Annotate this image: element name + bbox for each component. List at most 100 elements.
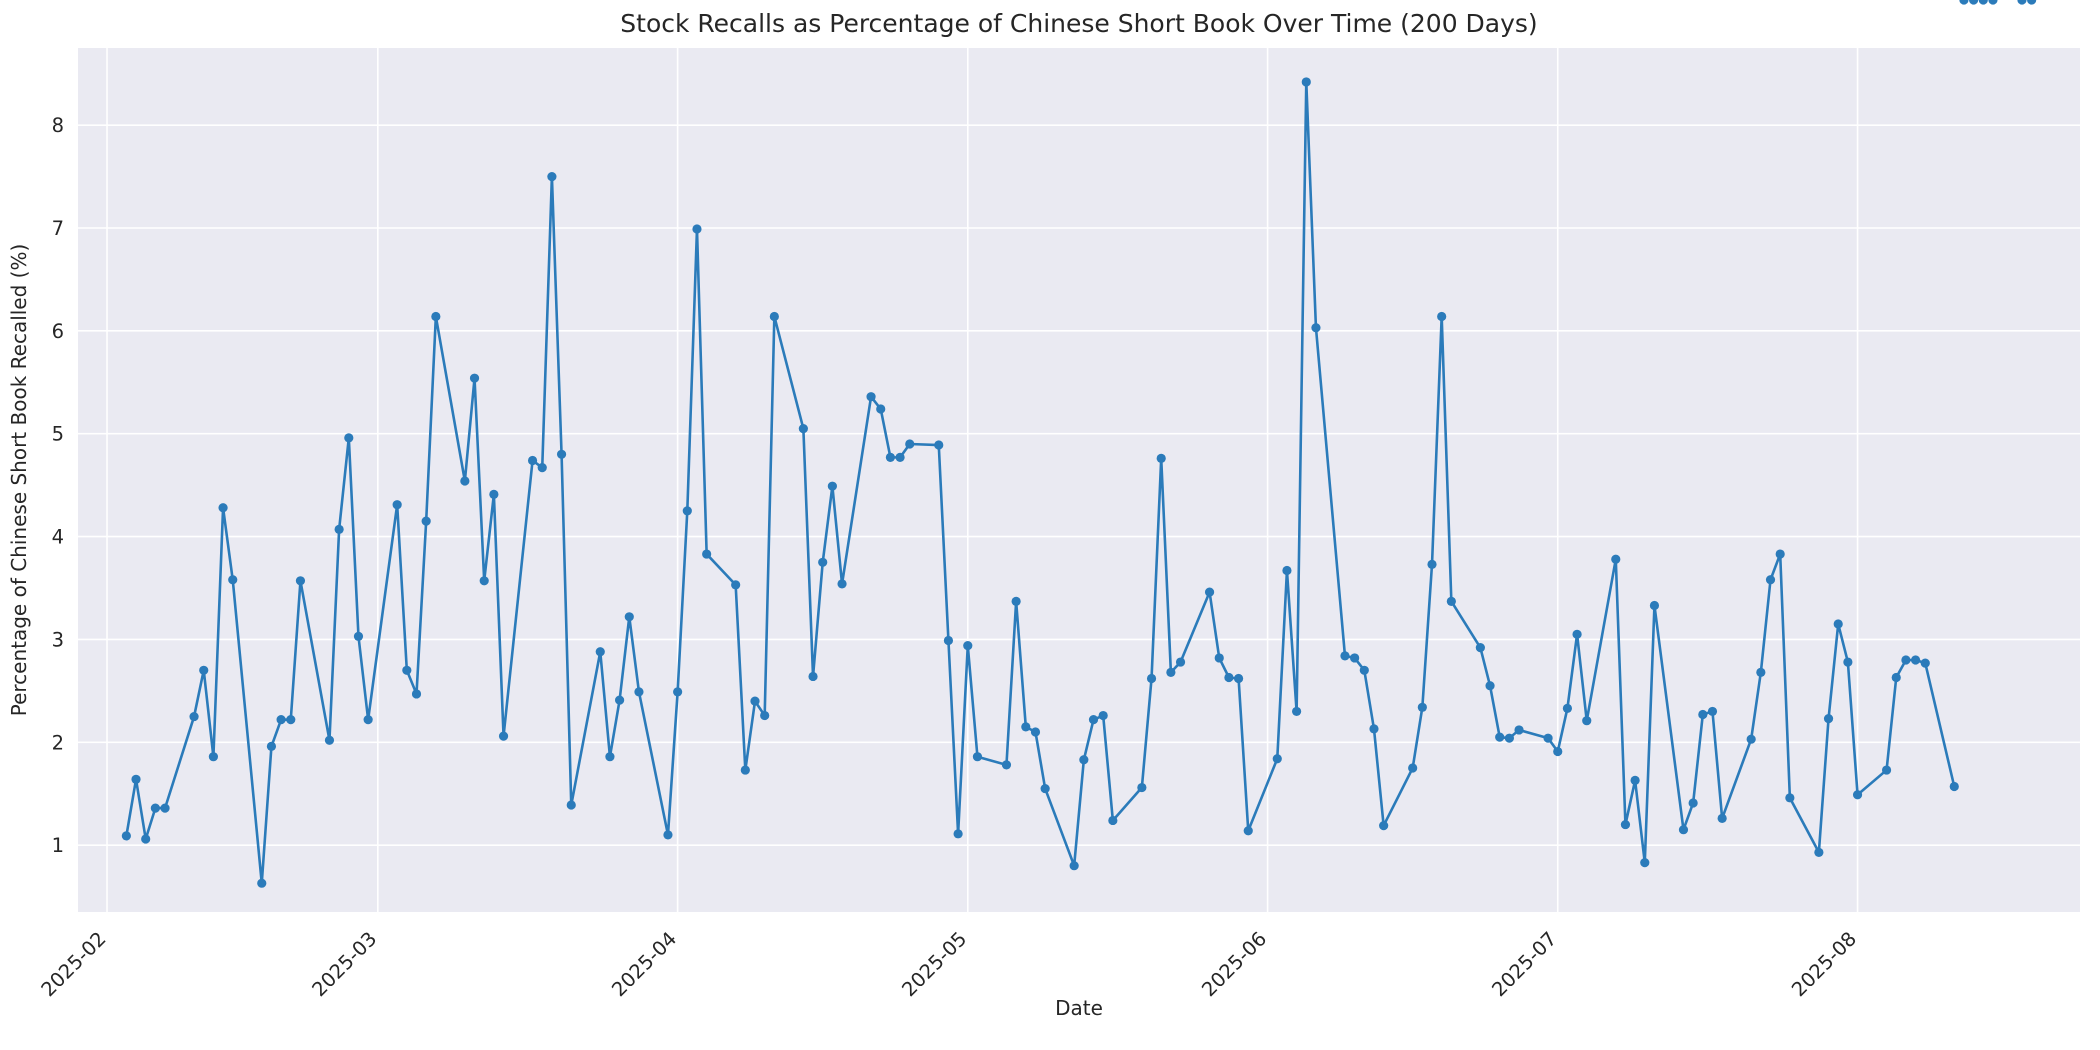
data-point	[1243, 826, 1253, 836]
data-point	[1079, 755, 1089, 765]
data-point	[1340, 651, 1350, 661]
data-point	[392, 500, 402, 510]
data-point	[1572, 629, 1582, 639]
data-point	[1446, 596, 1456, 606]
x-tick-label: 2025-03	[307, 927, 381, 1001]
data-point	[556, 449, 567, 459]
data-point	[1030, 727, 1041, 737]
data-point	[1814, 847, 1824, 857]
data-point	[1495, 732, 1505, 742]
data-point	[1543, 733, 1553, 743]
data-point	[1098, 710, 1108, 721]
data-point	[1620, 819, 1631, 830]
data-point	[1292, 706, 1302, 717]
data-point	[286, 715, 296, 725]
data-point	[1417, 702, 1427, 712]
data-point	[1630, 775, 1640, 785]
data-point	[1040, 783, 1050, 794]
data-point	[276, 715, 286, 725]
recall-percentage-line	[125, 80, 1956, 885]
data-point	[344, 433, 354, 443]
data-point	[692, 224, 702, 234]
data-point	[421, 516, 431, 526]
data-point	[972, 752, 983, 762]
x-axis-label: Date	[1055, 996, 1103, 1020]
data-point	[131, 774, 141, 784]
data-point	[905, 439, 915, 449]
y-tick-label: 5	[52, 423, 64, 446]
data-point	[1011, 596, 1021, 606]
data-point	[141, 834, 151, 844]
data-point	[1949, 781, 1959, 792]
data-point	[189, 711, 199, 722]
data-point	[150, 803, 160, 813]
data-point	[1717, 813, 1727, 824]
data-point	[1765, 575, 1776, 585]
y-tick-label: 1	[52, 834, 64, 857]
y-tick-label: 6	[52, 320, 64, 343]
data-point	[1214, 653, 1224, 663]
data-point	[1649, 600, 1660, 611]
data-point	[1069, 861, 1079, 871]
data-point	[353, 631, 364, 641]
chart-title: Stock Recalls as Percentage of Chinese S…	[620, 9, 1537, 38]
data-point	[266, 741, 277, 752]
data-point	[431, 311, 441, 322]
data-point	[1678, 825, 1689, 835]
data-point	[1359, 665, 1369, 675]
data-point	[827, 481, 837, 491]
y-tick-label: 2	[52, 731, 64, 754]
data-point	[1910, 655, 1921, 665]
y-tick-label: 7	[52, 217, 64, 240]
x-tick-label: 2025-04	[607, 927, 681, 1001]
data-point	[1156, 453, 1166, 463]
data-point	[489, 489, 499, 499]
data-point	[402, 665, 412, 675]
data-point	[1785, 793, 1795, 803]
data-point	[1137, 782, 1147, 793]
data-point	[1427, 559, 1437, 569]
data-point	[460, 476, 470, 486]
data-point	[324, 735, 335, 745]
data-point	[1408, 763, 1418, 773]
x-tick-label: 2025-06	[1197, 927, 1271, 1001]
data-point	[1272, 754, 1282, 764]
data-point	[547, 171, 557, 182]
plot-area-background	[78, 48, 2080, 912]
data-point	[595, 647, 605, 657]
data-point	[750, 696, 760, 706]
data-point	[866, 392, 876, 402]
data-point	[1146, 673, 1157, 684]
data-point	[1640, 858, 1650, 868]
data-point	[1562, 703, 1573, 713]
data-point	[1959, 0, 1969, 5]
data-point	[537, 463, 547, 473]
data-point	[1021, 722, 1031, 732]
data-point	[1852, 790, 1863, 800]
data-point	[634, 687, 644, 697]
data-point	[498, 731, 509, 741]
data-point	[1485, 681, 1495, 691]
data-point	[1282, 565, 1292, 576]
data-point	[527, 455, 538, 466]
recall-percentage-markers	[121, 0, 2037, 888]
data-point	[1611, 554, 1621, 564]
data-point	[1514, 725, 1524, 735]
data-point	[1881, 765, 1892, 775]
data-point	[1504, 733, 1514, 743]
y-axis-label: Percentage of Chinese Short Book Recalle…	[7, 244, 31, 717]
x-gridlines	[106, 48, 1859, 912]
data-point	[1582, 716, 1592, 726]
data-point	[818, 557, 828, 567]
data-point	[1350, 653, 1360, 663]
data-point	[1088, 715, 1099, 725]
y-tick-label: 8	[52, 114, 64, 137]
data-point	[295, 576, 306, 586]
data-point	[682, 506, 692, 516]
data-point	[624, 612, 634, 622]
data-point	[1475, 643, 1485, 653]
data-point	[673, 687, 683, 697]
y-gridlines	[78, 124, 2080, 846]
data-point	[1204, 587, 1215, 597]
